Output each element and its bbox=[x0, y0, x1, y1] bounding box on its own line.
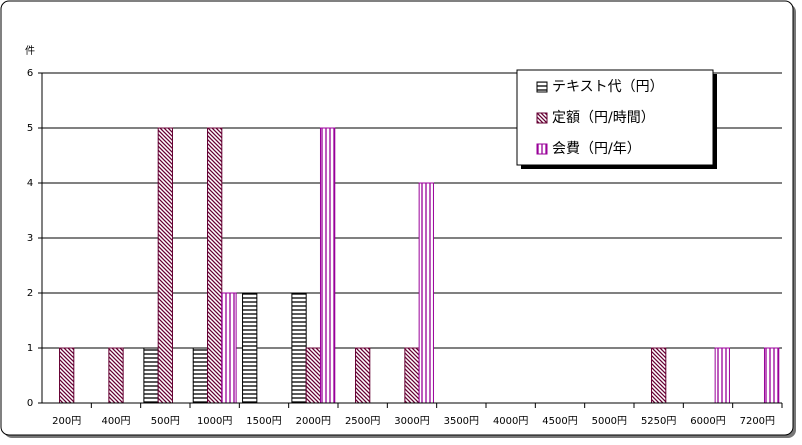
legend-label: 定額（円/時間） bbox=[552, 110, 655, 126]
x-tick-label: 5250円 bbox=[641, 416, 676, 427]
bar bbox=[355, 347, 371, 404]
x-tick-label: 3000円 bbox=[394, 416, 429, 427]
x-tick-label: 7200円 bbox=[740, 416, 775, 427]
x-tick-label: 1000円 bbox=[197, 416, 232, 427]
y-tick-label: 0 bbox=[27, 398, 33, 409]
y-tick-label: 5 bbox=[27, 123, 33, 134]
bar bbox=[651, 347, 667, 404]
bar bbox=[59, 347, 75, 404]
x-tick-label: 1500円 bbox=[246, 416, 281, 427]
y-axis-label: 件 bbox=[25, 45, 35, 57]
y-tick-label: 6 bbox=[27, 68, 33, 79]
bar bbox=[319, 127, 336, 404]
bar bbox=[157, 127, 173, 404]
bar bbox=[291, 292, 307, 404]
legend-swatch bbox=[536, 81, 548, 93]
bar bbox=[305, 347, 321, 404]
y-tick-label: 3 bbox=[27, 233, 33, 244]
bar bbox=[221, 292, 237, 404]
x-tick-label: 400円 bbox=[101, 416, 130, 427]
bar bbox=[108, 347, 124, 404]
legend bbox=[516, 69, 714, 166]
x-tick-label: 6000円 bbox=[690, 416, 725, 427]
x-tick-label: 4000円 bbox=[493, 416, 528, 427]
bar bbox=[763, 347, 780, 404]
x-tick-label: 2000円 bbox=[296, 416, 331, 427]
x-tick-label: 200円 bbox=[52, 416, 81, 427]
bar bbox=[207, 127, 223, 404]
y-tick-label: 2 bbox=[27, 288, 33, 299]
legend-swatch bbox=[536, 112, 548, 124]
bar bbox=[143, 347, 159, 404]
x-tick-label: 4500円 bbox=[542, 416, 577, 427]
x-tick-label: 500円 bbox=[151, 416, 180, 427]
legend-label: 会費（円/年） bbox=[552, 141, 641, 157]
bar bbox=[418, 182, 434, 404]
x-tick-label: 5000円 bbox=[592, 416, 627, 427]
bar bbox=[714, 347, 730, 404]
bar bbox=[192, 347, 209, 404]
legend-swatch bbox=[536, 143, 548, 155]
y-tick-label: 1 bbox=[27, 343, 33, 354]
bar bbox=[404, 347, 420, 404]
legend-label: テキスト代（円） bbox=[552, 79, 664, 95]
y-tick-label: 4 bbox=[27, 178, 33, 189]
bar bbox=[242, 292, 258, 404]
x-tick-label: 2500円 bbox=[345, 416, 380, 427]
x-tick-label: 3500円 bbox=[444, 416, 479, 427]
